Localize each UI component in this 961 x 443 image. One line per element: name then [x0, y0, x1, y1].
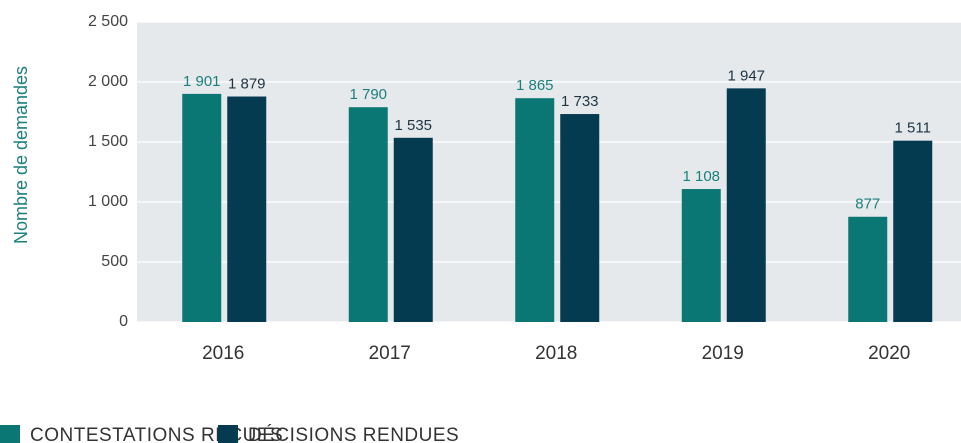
- value-label: 877: [855, 196, 880, 213]
- x-tick-label: 2016: [202, 343, 244, 364]
- bar: [227, 96, 267, 323]
- value-label: 1 733: [561, 93, 599, 110]
- value-label: 1 879: [228, 75, 266, 92]
- value-label: 1 108: [682, 168, 720, 185]
- bar: [726, 88, 766, 322]
- value-label: 1 947: [727, 67, 765, 84]
- legend-swatch: [0, 425, 20, 443]
- value-label: 1 865: [516, 77, 554, 94]
- x-tick-label: 2020: [868, 343, 910, 364]
- y-tick-label: 1 500: [88, 133, 128, 150]
- bar: [848, 216, 888, 322]
- legend-label: DÉCISIONS RENDUES: [248, 425, 459, 443]
- bar: [515, 98, 555, 322]
- y-tick-label: 2 000: [88, 73, 128, 90]
- y-tick-label: 1 000: [88, 193, 128, 210]
- value-label: 1 511: [895, 120, 931, 137]
- y-tick-label: 500: [101, 253, 128, 270]
- legend-label: CONTESTATIONS RECUES: [30, 425, 283, 443]
- value-label: 1 790: [349, 86, 387, 103]
- bar: [393, 137, 433, 322]
- y-tick-label: 2 500: [88, 13, 128, 30]
- legend-swatch: [218, 425, 238, 443]
- bar: [182, 93, 222, 322]
- bar: [560, 114, 600, 322]
- y-axis-label: Nombre de demandes: [11, 66, 31, 244]
- value-label: 1 535: [394, 117, 432, 134]
- x-tick-label: 2018: [535, 343, 577, 364]
- bar: [681, 189, 721, 322]
- y-tick-label: 0: [119, 313, 128, 330]
- bar: [893, 140, 933, 322]
- x-tick-label: 2017: [369, 343, 411, 364]
- bar: [348, 107, 388, 322]
- value-label: 1 901: [183, 73, 221, 90]
- x-tick-label: 2019: [702, 343, 744, 364]
